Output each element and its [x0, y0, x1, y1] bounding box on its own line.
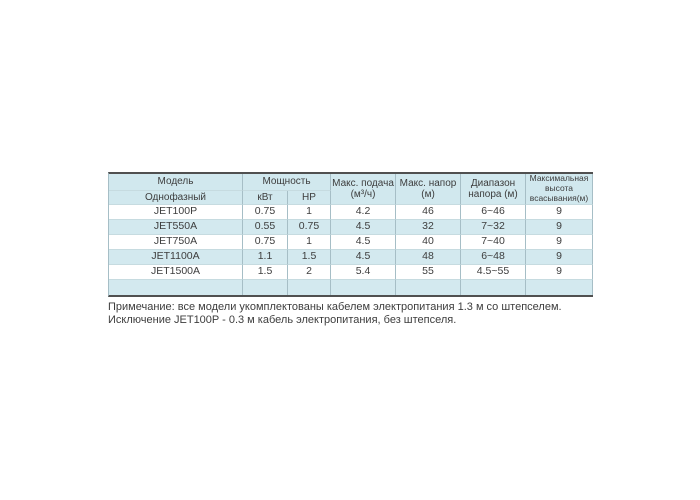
header-hp: HP: [288, 191, 332, 205]
cell-kw: 1.1: [243, 250, 288, 265]
header-row-1: Модель Мощность Макс. подача (м³/ч) Макс…: [109, 174, 594, 205]
cell-head: 32: [396, 220, 462, 235]
cell-suction: 9: [526, 250, 594, 265]
cell-head: 48: [396, 250, 462, 265]
spec-table-body: JET100P 0.75 1 4.2 46 6~46 9 JET550A 0.55 0.75 4.5…: [109, 205, 594, 295]
cell-head: 46: [396, 205, 462, 220]
cell-flow: 4.5: [331, 235, 397, 250]
header-max-suction: Максимальная высота всасывания(м): [526, 174, 594, 205]
cell-kw: 0.55: [243, 220, 288, 235]
cell-flow: 4.5: [331, 250, 397, 265]
cell-model: JET550A: [109, 220, 243, 235]
table-row: JET750A 0.75 1 4.5 40 7~40 9: [109, 235, 594, 250]
pump-spec-table: Модель Мощность Макс. подача (м³/ч) Макс…: [108, 172, 594, 297]
header-model: Модель: [109, 174, 243, 191]
header-power: Мощность: [243, 174, 332, 191]
cell-hp: 2: [288, 265, 332, 280]
spec-table-header: Модель Мощность Макс. подача (м³/ч) Макс…: [109, 174, 594, 205]
empty-cell: [109, 280, 243, 295]
empty-cell: [461, 280, 527, 295]
cell-range: 7~40: [461, 235, 527, 250]
footnote-line-1: Примечание: все модели укомплектованы ка…: [108, 301, 562, 313]
footnote-line-2: Исключение JET100P - 0.3 м кабель электр…: [108, 314, 457, 326]
cell-range: 7~32: [461, 220, 527, 235]
cell-flow: 5.4: [331, 265, 397, 280]
header-phase: Однофазный: [109, 191, 243, 205]
cell-range: 6~48: [461, 250, 527, 265]
cell-suction: 9: [526, 220, 594, 235]
cell-flow: 4.2: [331, 205, 397, 220]
cell-model: JET1500A: [109, 265, 243, 280]
empty-spacer-row: [109, 280, 594, 295]
cell-model: JET1100A: [109, 250, 243, 265]
cell-hp: 0.75: [288, 220, 332, 235]
cell-head: 40: [396, 235, 462, 250]
cell-hp: 1: [288, 205, 332, 220]
cell-hp: 1.5: [288, 250, 332, 265]
header-max-head: Макс. напор (м): [396, 174, 462, 205]
cell-kw: 0.75: [243, 235, 288, 250]
cell-model: JET750A: [109, 235, 243, 250]
cell-kw: 0.75: [243, 205, 288, 220]
cell-head: 55: [396, 265, 462, 280]
header-max-flow: Макс. подача (м³/ч): [331, 174, 397, 205]
cell-suction: 9: [526, 265, 594, 280]
table-row: JET550A 0.55 0.75 4.5 32 7~32 9: [109, 220, 594, 235]
cell-hp: 1: [288, 235, 332, 250]
cell-range: 6~46: [461, 205, 527, 220]
header-row-2: Однофазный кВт HP: [109, 191, 593, 205]
cell-suction: 9: [526, 205, 594, 220]
footnotes: Примечание: все модели укомплектованы ка…: [108, 301, 562, 327]
header-kw: кВт: [243, 191, 288, 205]
header-head-range: Диапазон напора (м): [461, 174, 527, 205]
empty-cell: [288, 280, 332, 295]
empty-cell: [396, 280, 462, 295]
cell-model: JET100P: [109, 205, 243, 220]
empty-cell: [526, 280, 594, 295]
empty-cell: [331, 280, 397, 295]
empty-cell: [243, 280, 288, 295]
table-row: JET1500A 1.5 2 5.4 55 4.5~55 9: [109, 265, 594, 280]
cell-range: 4.5~55: [461, 265, 527, 280]
cell-flow: 4.5: [331, 220, 397, 235]
cell-kw: 1.5: [243, 265, 288, 280]
cell-suction: 9: [526, 235, 594, 250]
table-row: JET100P 0.75 1 4.2 46 6~46 9: [109, 205, 594, 220]
table-row: JET1100A 1.1 1.5 4.5 48 6~48 9: [109, 250, 594, 265]
